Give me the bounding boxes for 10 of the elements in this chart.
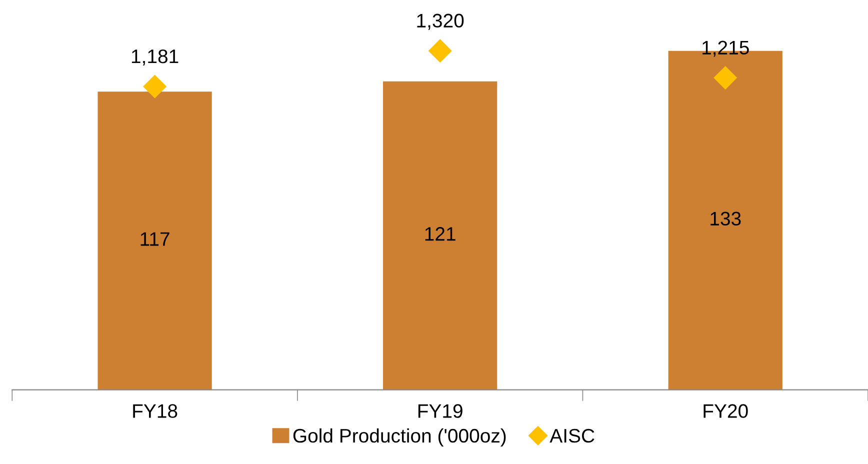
data-label: 117 <box>140 232 170 246</box>
x-tick-label: FY19 <box>418 404 462 418</box>
x-tick-label: FY20 <box>704 404 748 418</box>
data-label: 1,320 <box>417 14 464 30</box>
legend-label: Gold Production ('000oz) <box>293 428 506 446</box>
data-label: 121 <box>425 227 456 241</box>
data-label: 133 <box>710 212 741 226</box>
legend-label: AISC <box>550 428 594 443</box>
x-tick-label: FY18 <box>133 404 178 418</box>
data-label: 1,181 <box>132 49 178 66</box>
